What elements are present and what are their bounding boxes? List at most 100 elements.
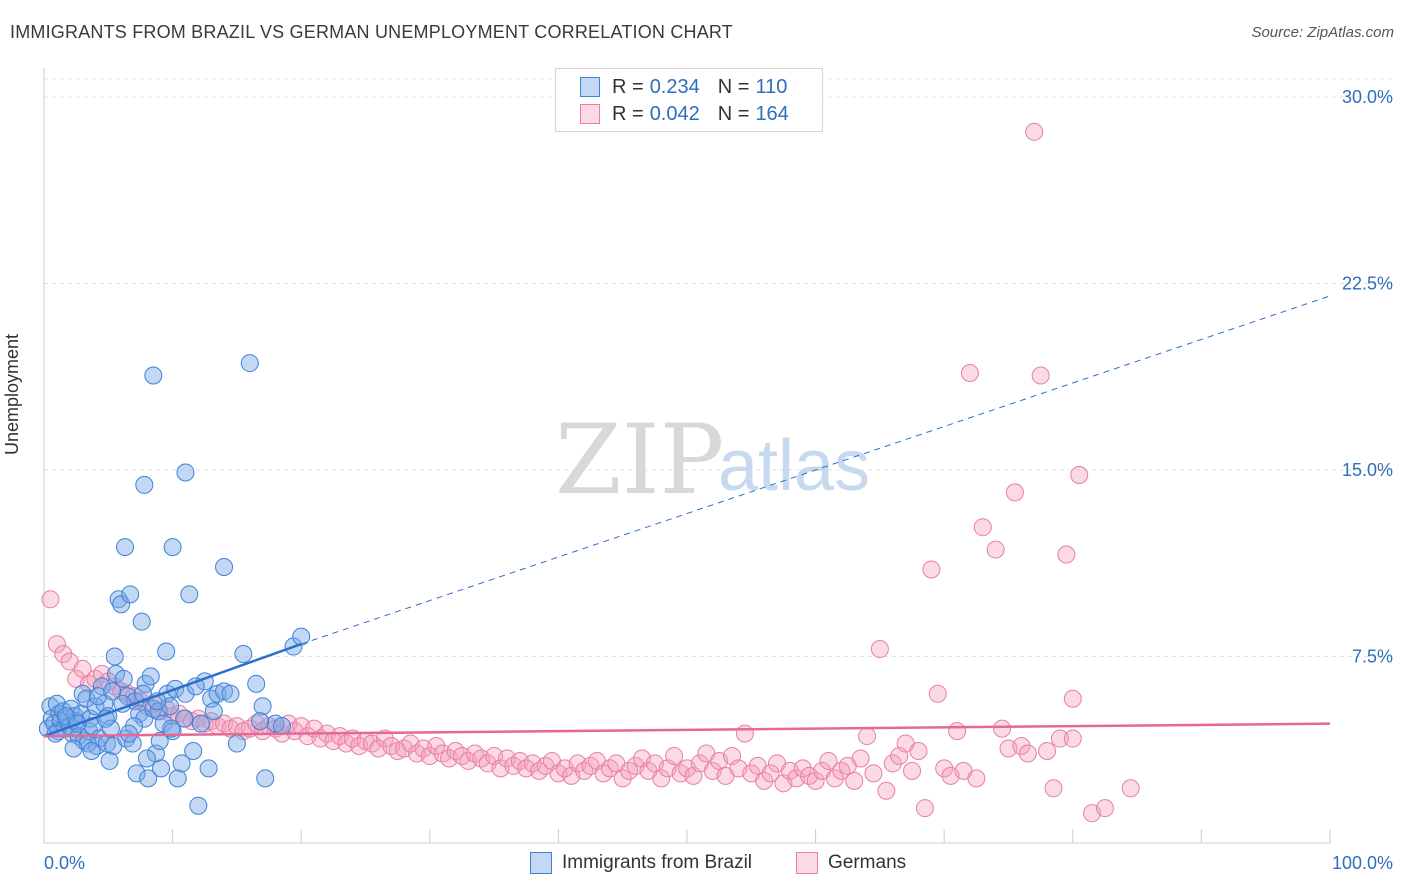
brazil-point — [256, 769, 275, 788]
brazil-point — [176, 463, 195, 482]
brazil-point — [127, 764, 146, 783]
brazil-point — [168, 769, 187, 788]
germans-point — [1044, 779, 1063, 798]
brazil-point — [141, 667, 160, 686]
brazil-point — [105, 647, 124, 666]
germans-point — [922, 560, 941, 579]
y-tick-label: 7.5% — [1352, 647, 1393, 667]
brazil-point — [150, 732, 169, 751]
brazil-trend-line — [43, 642, 302, 738]
germans-point — [1063, 729, 1082, 748]
brazil-trend-extension — [301, 295, 1331, 645]
germans-point — [92, 664, 111, 683]
brazil-point — [272, 717, 291, 736]
y-axis-label: Unemployment — [2, 333, 22, 455]
germans-point — [967, 769, 986, 788]
legend-n-value: 164 — [755, 102, 789, 125]
brazil-point — [162, 719, 181, 738]
brazil-point — [180, 585, 199, 604]
germans-point — [1057, 545, 1076, 564]
germans-point — [935, 759, 954, 778]
germans-point — [41, 590, 60, 609]
germans-point — [806, 771, 825, 790]
germans-point — [665, 746, 684, 765]
brazil-point — [215, 557, 234, 576]
germans-point — [877, 781, 896, 800]
germans-point — [903, 761, 922, 780]
germans-point — [973, 518, 992, 537]
germans-point — [793, 759, 812, 778]
brazil-points — [38, 354, 311, 815]
brazil-point — [199, 759, 218, 778]
brazil-point — [116, 538, 135, 557]
correlation-legend: R = 0.234 N = 110 R = 0.042 N = 164 — [555, 68, 823, 132]
germans-point — [1050, 729, 1069, 748]
bottom-legend-germans: Germans — [796, 852, 906, 874]
brazil-point — [191, 714, 210, 733]
brazil-point — [157, 642, 176, 661]
axes — [43, 68, 1331, 844]
germans-point — [870, 640, 889, 659]
germans-point — [864, 764, 883, 783]
brazil-point — [204, 702, 223, 721]
legend-swatch-brazil — [580, 77, 600, 97]
tick-labels: 7.5% 15.0% 22.5% 30.0% 0.0% 100.0% — [44, 87, 1393, 873]
brazil-point — [184, 741, 203, 760]
brazil-point — [89, 687, 108, 706]
chart-title: IMMIGRANTS FROM BRAZIL VS GERMAN UNEMPLO… — [10, 22, 734, 42]
brazil-point — [221, 684, 240, 703]
bottom-legend-label-germans: Germans — [828, 852, 907, 873]
legend-swatch-germans — [580, 104, 600, 124]
brazil-point — [92, 677, 111, 696]
brazil-point — [292, 627, 311, 646]
brazil-point — [112, 595, 131, 614]
brazil-point — [103, 682, 122, 701]
brazil-point — [144, 366, 163, 385]
germans-point — [1031, 366, 1050, 385]
legend-r-label: R = — [612, 75, 644, 98]
germans-point — [613, 769, 632, 788]
legend-row-germans: R = 0.042 N = 164 — [580, 102, 789, 126]
germans-point — [1121, 779, 1140, 798]
brazil-point — [119, 724, 138, 743]
y-tick-label: 22.5% — [1342, 274, 1393, 294]
germans-point — [909, 741, 928, 760]
bottom-legend-label-brazil: Immigrants from Brazil — [562, 852, 753, 873]
brazil-point — [114, 669, 133, 688]
germans-point — [73, 659, 92, 678]
germans-point — [735, 724, 754, 743]
brazil-point — [175, 709, 194, 728]
brazil-point — [135, 475, 154, 494]
germans-point — [1018, 744, 1037, 763]
brazil-point — [247, 674, 266, 693]
watermark-atlas: atlas — [718, 426, 870, 506]
brazil-point — [251, 712, 270, 731]
brazil-point — [172, 754, 191, 773]
brazil-point — [64, 739, 83, 758]
brazil-point — [240, 354, 259, 373]
legend-n-label: N = — [717, 102, 750, 125]
brazil-point — [234, 645, 253, 664]
germans-point — [915, 799, 934, 818]
germans-point — [1038, 741, 1057, 760]
germans-point — [1063, 689, 1082, 708]
germans-point — [993, 719, 1012, 738]
germans-point — [1095, 799, 1114, 818]
brazil-point — [100, 751, 119, 770]
bottom-legend-brazil: Immigrants from Brazil — [530, 852, 752, 874]
brazil-point — [227, 734, 246, 753]
brazil-point — [152, 759, 171, 778]
germans-point — [819, 751, 838, 770]
germans-point — [54, 645, 73, 664]
germans-point — [928, 684, 947, 703]
germans-point — [755, 771, 774, 790]
brazil-point — [109, 590, 128, 609]
y-tick-label: 15.0% — [1342, 460, 1393, 480]
source-label: Source: ZipAtlas.com — [1251, 24, 1394, 41]
legend-r-value: 0.042 — [649, 102, 700, 125]
brazil-point — [253, 697, 272, 716]
brazil-point — [137, 749, 156, 768]
bottom-legend-swatch-germans — [796, 852, 818, 874]
germans-trend-line — [43, 722, 1331, 738]
